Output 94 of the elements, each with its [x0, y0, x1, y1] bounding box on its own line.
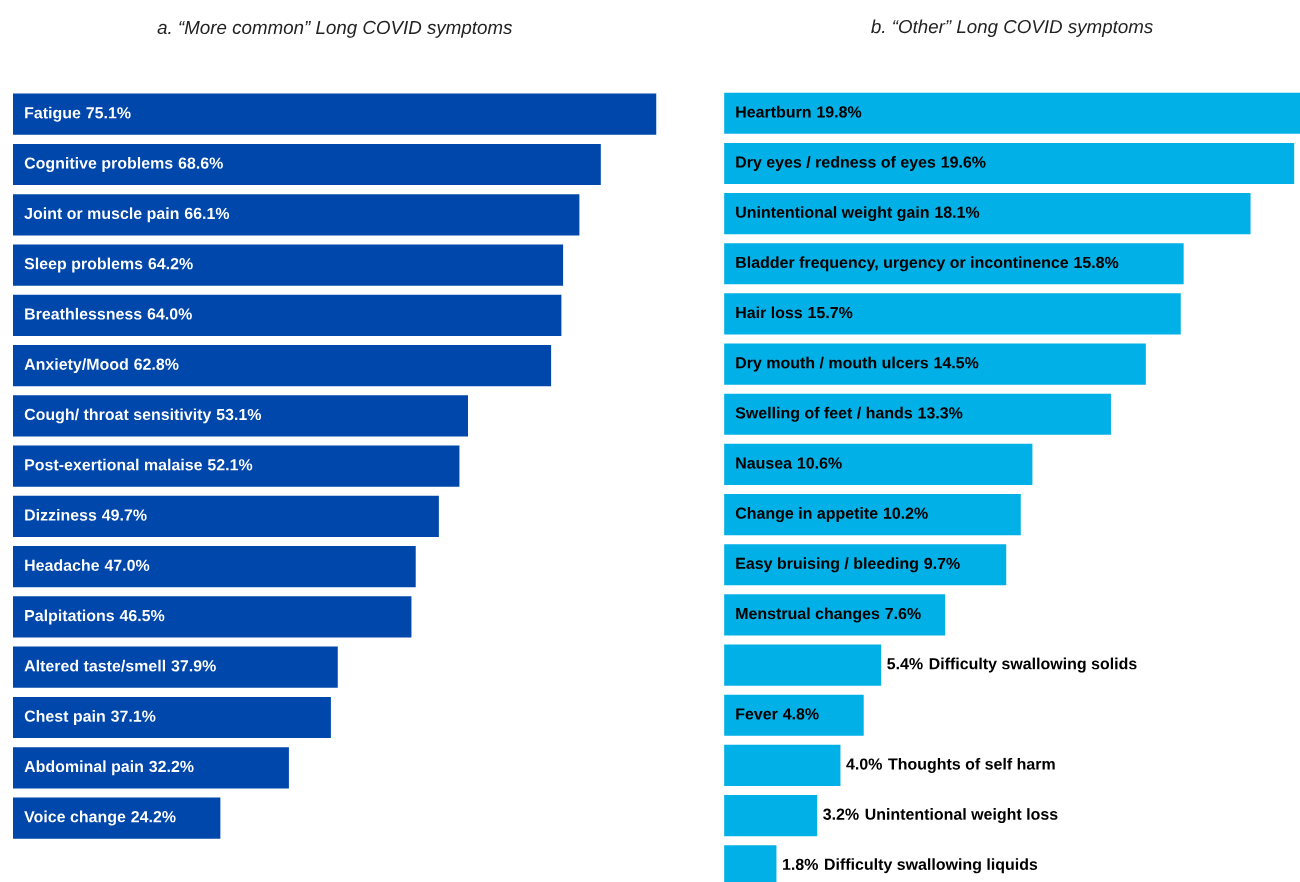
- y-tick-label: Voice change: [24, 810, 126, 826]
- y-tick-label: Unintentional weight loss: [865, 808, 1058, 824]
- bar: [13, 596, 412, 638]
- bar: [13, 495, 439, 538]
- y-tick-label: Swelling of feet / hands: [735, 406, 913, 422]
- data-label: 18.1%: [935, 206, 980, 218]
- y-tick-label: Abdominal pain: [24, 760, 143, 776]
- chart-title: a. “More common” Long COVID symptoms: [157, 20, 513, 38]
- y-tick-label: Easy bruising / bleeding: [736, 557, 918, 573]
- data-label: 9.7%: [924, 557, 960, 570]
- y-tick-label: Altered taste/smell: [24, 659, 166, 672]
- data-label: 53.1%: [216, 408, 262, 421]
- y-tick-label: Palpitations: [25, 609, 114, 625]
- bar: [13, 143, 601, 186]
- data-label: 47.0%: [104, 559, 150, 571]
- data-label: 46.5%: [119, 609, 165, 622]
- data-label: 19.8%: [817, 106, 862, 118]
- bar: [13, 696, 331, 739]
- bar: [13, 93, 657, 135]
- y-tick-label: Nausea: [736, 457, 793, 469]
- y-tick-label: Joint or muscle pain: [24, 207, 179, 223]
- data-label: 52.1%: [207, 459, 253, 471]
- data-label: 37.9%: [171, 660, 216, 672]
- data-label: 1.8%: [783, 858, 818, 871]
- bar: [13, 244, 564, 286]
- y-tick-label: Thoughts of self harm: [888, 757, 1055, 773]
- bar: [13, 546, 416, 588]
- y-tick-label: Dry mouth / mouth ulcers: [736, 356, 929, 372]
- data-label: 10.2%: [883, 507, 928, 519]
- bar: [724, 92, 1300, 134]
- bar: [724, 694, 864, 736]
- data-label: 37.1%: [110, 710, 156, 722]
- bar: [13, 395, 468, 437]
- bar: [724, 193, 1251, 235]
- y-tick-label: Fever: [736, 708, 778, 720]
- y-tick-label: Dizziness: [25, 508, 97, 521]
- y-tick-label: Chest pain: [24, 710, 105, 725]
- y-tick-label: Breathlessness: [25, 307, 142, 320]
- y-tick-label: Bladder frequency, urgency or incontinence: [736, 256, 1069, 272]
- data-label: 64.2%: [148, 258, 193, 270]
- bar: [724, 494, 1021, 536]
- bar: [724, 393, 1111, 435]
- bar: [724, 644, 882, 686]
- bar: [13, 797, 221, 839]
- data-label: 5.4%: [887, 658, 923, 670]
- bar: [13, 194, 580, 236]
- y-tick-label: Hair loss: [736, 306, 803, 319]
- bar: [13, 747, 289, 789]
- bar: [724, 243, 1184, 285]
- bar: [724, 544, 1007, 586]
- bar: [724, 142, 1295, 185]
- data-label: 75.1%: [86, 107, 131, 119]
- y-tick-label: Sleep problems: [24, 257, 143, 273]
- chart-title: b. “Other” Long COVID symptoms: [871, 19, 1153, 37]
- bar: [724, 343, 1146, 385]
- bar: [724, 795, 818, 837]
- y-tick-label: Change in appetite: [735, 507, 878, 523]
- y-tick-label: Menstrual changes: [736, 607, 880, 623]
- y-tick-label: Difficulty swallowing liquids: [825, 858, 1038, 874]
- data-label: 4.8%: [782, 708, 819, 720]
- bar: [13, 646, 338, 688]
- data-label: 15.8%: [1074, 256, 1119, 269]
- data-label: 32.2%: [149, 760, 194, 773]
- y-tick-label: Headache: [25, 559, 100, 571]
- y-tick-label: Fatigue: [25, 106, 81, 122]
- data-label: 3.2%: [823, 808, 859, 820]
- data-label: 64.0%: [147, 308, 192, 320]
- y-tick-label: Difficulty swallowing solids: [929, 657, 1137, 673]
- bar: [13, 445, 460, 487]
- bar: [13, 344, 552, 387]
- y-tick-label: Anxiety/Mood: [24, 358, 128, 374]
- bar: [724, 293, 1181, 335]
- data-label: 24.2%: [131, 811, 176, 823]
- data-label: 14.5%: [934, 357, 979, 369]
- bar: [724, 443, 1033, 485]
- data-label: 10.6%: [797, 457, 842, 469]
- data-label: 4.0%: [846, 758, 882, 770]
- y-tick-label: Unintentional weight gain: [736, 206, 929, 222]
- data-label: 13.3%: [918, 407, 963, 419]
- bar: [724, 594, 946, 636]
- y-tick-label: Cognitive problems: [24, 157, 173, 172]
- y-tick-label: Dry eyes / redness of eyes: [736, 156, 936, 171]
- bar: [724, 744, 841, 786]
- data-label: 49.7%: [102, 509, 147, 521]
- data-label: 19.6%: [941, 156, 986, 168]
- data-label: 66.1%: [184, 207, 230, 220]
- data-label: 68.6%: [178, 157, 223, 169]
- y-tick-label: Cough/ throat sensitivity: [24, 408, 212, 424]
- y-tick-label: Heartburn: [736, 105, 811, 118]
- data-label: 15.7%: [808, 306, 853, 319]
- data-label: 7.6%: [885, 607, 921, 620]
- data-label: 62.8%: [134, 358, 179, 370]
- bar: [13, 294, 562, 336]
- y-tick-label: Post-exertional malaise: [25, 458, 202, 471]
